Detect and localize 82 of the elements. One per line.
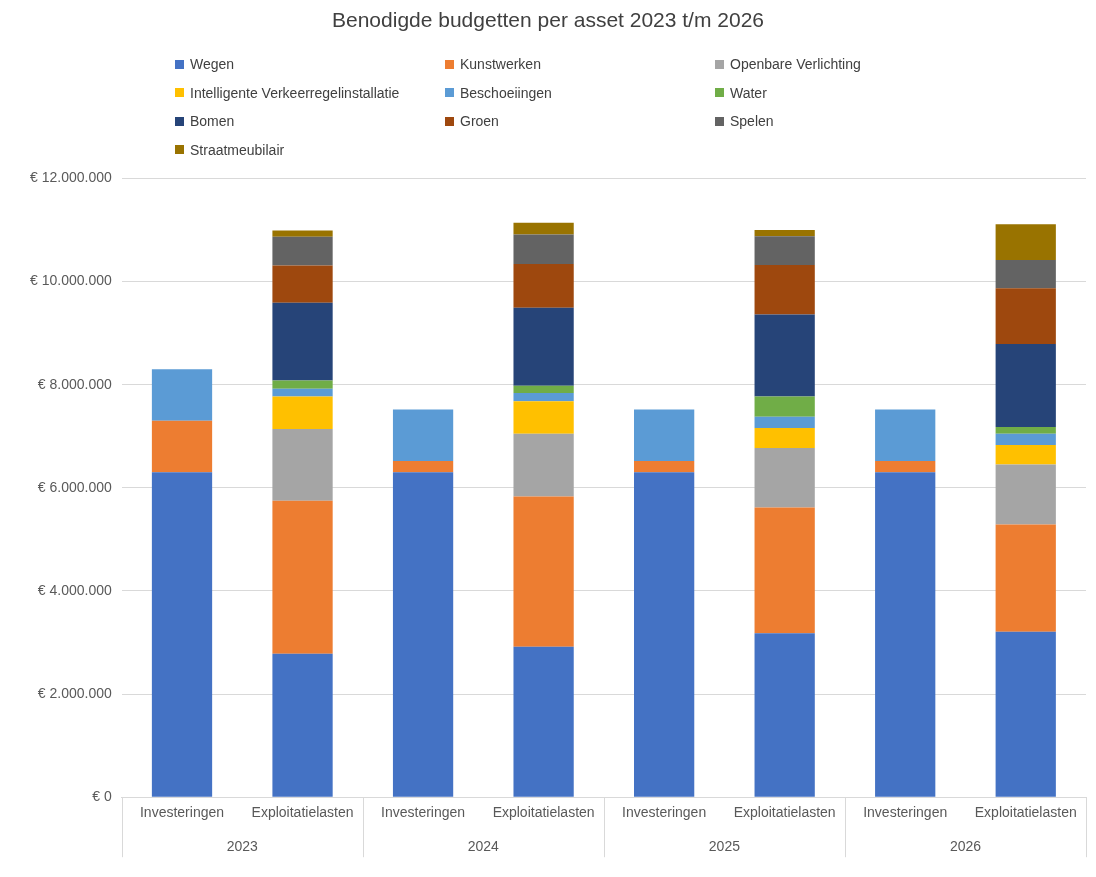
bar bbox=[151, 472, 213, 797]
bar bbox=[754, 448, 815, 508]
bar bbox=[513, 234, 574, 264]
bar bbox=[272, 500, 333, 654]
bar bbox=[995, 426, 1056, 434]
bar bbox=[272, 230, 333, 237]
bar bbox=[875, 409, 936, 461]
chart-title: Benodigde budgetten per asset 2023 t/m 2026 bbox=[331, 7, 765, 33]
x-tick-label: Exploitatielasten bbox=[733, 804, 836, 821]
legend-label: Intelligente Verkeerregelinstallatie bbox=[190, 84, 400, 101]
text: 2024 bbox=[467, 838, 500, 855]
legend-label: Beschoeiingen bbox=[460, 84, 552, 101]
legend-label: Water bbox=[730, 84, 767, 101]
bar bbox=[754, 314, 815, 397]
bar bbox=[272, 236, 333, 266]
y-tick-label: € 12.000.000 bbox=[29, 169, 112, 186]
bar bbox=[634, 460, 695, 473]
x-tick-label: Investeringen bbox=[622, 804, 707, 821]
y-tick-label: € 8.000.000 bbox=[37, 375, 112, 392]
legend-label: Spelen bbox=[730, 113, 774, 130]
x-tick-label: Investeringen bbox=[139, 804, 225, 821]
y-tick-label: € 0 bbox=[92, 788, 112, 805]
bar bbox=[151, 369, 213, 421]
x-tick-label: Investeringen bbox=[863, 804, 948, 821]
bar bbox=[754, 507, 815, 634]
bar bbox=[513, 646, 574, 797]
text: 2025 bbox=[708, 838, 741, 855]
y-tick-label: € 4.000.000 bbox=[37, 581, 112, 598]
bar bbox=[151, 420, 213, 473]
bar bbox=[513, 496, 574, 647]
bar bbox=[513, 401, 574, 434]
bar bbox=[754, 236, 815, 266]
bar bbox=[392, 409, 454, 461]
x-tick-label: Investeringen bbox=[381, 804, 466, 821]
bar bbox=[995, 445, 1056, 465]
bar bbox=[272, 429, 333, 501]
x-tick-label: Exploitatielasten bbox=[974, 804, 1077, 821]
bar bbox=[513, 222, 574, 235]
text: 2026 bbox=[949, 838, 982, 855]
text: 2023 bbox=[226, 838, 259, 855]
bar bbox=[875, 472, 936, 797]
bar bbox=[995, 631, 1056, 797]
bar bbox=[875, 460, 936, 473]
bar bbox=[272, 380, 333, 389]
legend-label: Wegen bbox=[190, 56, 235, 73]
legend-label: Openbare Verlichting bbox=[730, 56, 861, 73]
legend-label: Straatmeubilair bbox=[190, 141, 285, 158]
legend-label: Bomen bbox=[190, 113, 235, 130]
bar bbox=[754, 396, 815, 417]
bar bbox=[754, 416, 815, 428]
legend-label: Groen bbox=[460, 113, 499, 130]
bar bbox=[995, 343, 1056, 427]
y-tick-label: € 2.000.000 bbox=[37, 684, 112, 701]
bar bbox=[513, 385, 574, 393]
bar bbox=[995, 288, 1056, 344]
bar bbox=[995, 524, 1056, 632]
x-tick-label: Exploitatielasten bbox=[251, 804, 354, 821]
bar bbox=[392, 472, 454, 797]
bar bbox=[272, 653, 333, 797]
bar bbox=[634, 409, 695, 461]
y-tick-label: € 6.000.000 bbox=[37, 478, 112, 495]
legend-label: Kunstwerken bbox=[460, 56, 541, 73]
bar bbox=[995, 224, 1056, 260]
bar bbox=[634, 472, 695, 797]
bar bbox=[995, 259, 1056, 289]
bar bbox=[754, 265, 815, 315]
y-tick-label: € 10.000.000 bbox=[29, 272, 112, 289]
bar bbox=[513, 264, 574, 308]
bar bbox=[995, 433, 1056, 445]
bar bbox=[995, 464, 1056, 525]
bar bbox=[513, 392, 574, 402]
bar bbox=[272, 396, 333, 430]
bar bbox=[754, 633, 815, 797]
bar bbox=[272, 388, 333, 397]
bar bbox=[392, 460, 454, 473]
bar bbox=[513, 307, 574, 386]
bar bbox=[754, 229, 815, 237]
bar bbox=[513, 433, 574, 497]
x-tick-label: Exploitatielasten bbox=[492, 804, 595, 821]
bar bbox=[272, 302, 333, 381]
bar bbox=[272, 265, 333, 303]
bar bbox=[754, 427, 815, 449]
